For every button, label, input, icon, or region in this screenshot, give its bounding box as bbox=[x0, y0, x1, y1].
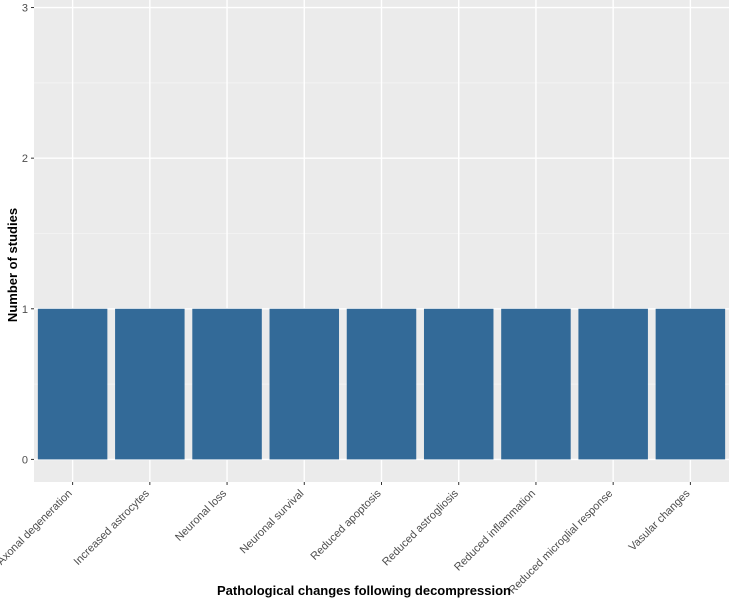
bar bbox=[115, 308, 185, 460]
bar bbox=[37, 308, 108, 460]
bar bbox=[346, 308, 417, 460]
x-tick-label: Increased astrocytes bbox=[72, 487, 153, 568]
y-tick-label: 2 bbox=[22, 153, 28, 165]
x-axis-title: Pathological changes following decompres… bbox=[217, 583, 511, 598]
y-tick-label: 3 bbox=[22, 3, 28, 15]
y-tick-label: 0 bbox=[22, 454, 28, 466]
bar bbox=[501, 308, 571, 460]
bar bbox=[423, 308, 494, 460]
x-tick-label: Reduced apoptosis bbox=[309, 487, 384, 562]
x-tick-label: Neuronal loss bbox=[173, 487, 229, 543]
y-axis-title: Number of studies bbox=[5, 208, 20, 322]
y-tick-label: 1 bbox=[22, 304, 28, 316]
bars bbox=[37, 308, 726, 460]
bar bbox=[578, 308, 648, 460]
x-tick-label: Vasular changes bbox=[627, 487, 693, 553]
x-tick-label: Reduced inflammation bbox=[452, 488, 538, 574]
bar bbox=[269, 308, 340, 460]
y-axis-ticks: 0 1 2 3 bbox=[22, 3, 34, 466]
x-tick-label: Reduced astrogliosis bbox=[380, 487, 461, 568]
x-tick-label: Neuronal survival bbox=[238, 488, 307, 557]
bar bbox=[192, 308, 262, 460]
x-tick-label: Axonal degeneration bbox=[0, 488, 75, 568]
bar bbox=[655, 308, 726, 460]
